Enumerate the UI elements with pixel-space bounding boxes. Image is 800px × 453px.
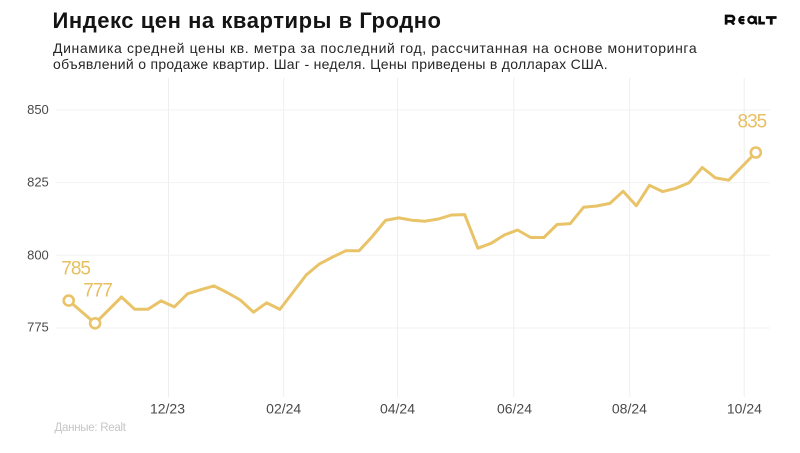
svg-text:02/24: 02/24 bbox=[266, 401, 301, 417]
svg-text:777: 777 bbox=[83, 280, 112, 301]
svg-text:835: 835 bbox=[738, 112, 767, 133]
svg-text:850: 850 bbox=[27, 102, 49, 117]
svg-text:12/23: 12/23 bbox=[150, 401, 185, 417]
svg-text:08/24: 08/24 bbox=[612, 401, 647, 417]
svg-text:10/24: 10/24 bbox=[727, 401, 762, 417]
svg-text:785: 785 bbox=[61, 259, 90, 280]
svg-text:800: 800 bbox=[27, 248, 49, 263]
svg-text:825: 825 bbox=[27, 174, 49, 189]
svg-text:06/24: 06/24 bbox=[497, 401, 532, 417]
svg-text:04/24: 04/24 bbox=[380, 401, 415, 417]
svg-text:775: 775 bbox=[27, 320, 49, 335]
